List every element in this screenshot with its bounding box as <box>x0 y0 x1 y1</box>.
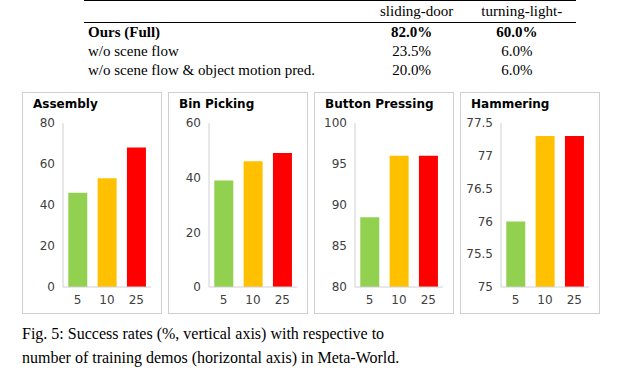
svg-text:75: 75 <box>478 280 493 294</box>
html-text:6.0%: 6.0% <box>501 62 533 78</box>
svg-text:85: 85 <box>332 239 347 253</box>
html-text:20.0%: 20.0% <box>392 62 431 78</box>
svg-text:76: 76 <box>478 215 493 229</box>
svg-text:76.5: 76.5 <box>466 182 493 196</box>
html-text:Ours (Full): Ours (Full) <box>88 24 161 40</box>
html-text:number of training demos (hori: number of training demos (horizontal axi… <box>22 349 400 366</box>
svg-text:25: 25 <box>275 293 290 307</box>
html-text:sliding-door: sliding-door <box>380 3 454 19</box>
svg-text:10: 10 <box>99 293 114 307</box>
html-text:Button Pressing: Button Pressing <box>325 97 434 111</box>
svg-text:90: 90 <box>332 198 347 212</box>
svg-text:77.5: 77.5 <box>466 116 493 130</box>
html-text:Hammering: Hammering <box>471 97 550 111</box>
html-text:82.0%: 82.0% <box>391 24 433 40</box>
svg-text:10: 10 <box>245 293 260 307</box>
svg-text:5: 5 <box>512 293 520 307</box>
svg-text:10: 10 <box>391 293 406 307</box>
svg-text:0: 0 <box>193 280 201 294</box>
svg-text:60: 60 <box>186 116 201 130</box>
svg-text:5: 5 <box>220 293 228 307</box>
svg-text:25: 25 <box>567 293 582 307</box>
svg-text:60: 60 <box>40 157 55 171</box>
html-text:23.5%: 23.5% <box>392 43 431 59</box>
svg-text:80: 80 <box>332 280 347 294</box>
svg-text:10: 10 <box>537 293 552 307</box>
svg-text:80: 80 <box>40 116 55 130</box>
svg-text:20: 20 <box>186 226 201 240</box>
svg-text:0: 0 <box>47 280 55 294</box>
svg-text:25: 25 <box>129 293 144 307</box>
svg-text:75.5: 75.5 <box>466 247 493 261</box>
svg-text:25: 25 <box>421 293 436 307</box>
svg-text:100: 100 <box>324 116 347 130</box>
svg-text:5: 5 <box>74 293 82 307</box>
html-text:Bin Picking: Bin Picking <box>179 97 255 111</box>
html-text:w/o scene flow: w/o scene flow <box>88 43 179 59</box>
svg-text:5: 5 <box>366 293 374 307</box>
html-text:Fig. 5: Success rates (%, vert: Fig. 5: Success rates (%, vertical axis)… <box>22 325 385 342</box>
html-text:w/o scene flow & object motion: w/o scene flow & object motion pred. <box>88 62 315 78</box>
html-text:Assembly: Assembly <box>33 97 98 111</box>
html-text:turning-light-: turning-light- <box>481 3 563 19</box>
html-text:6.0%: 6.0% <box>501 43 533 59</box>
svg-text:20: 20 <box>40 239 55 253</box>
svg-text:95: 95 <box>332 157 347 171</box>
svg-text:40: 40 <box>186 171 201 185</box>
html-text:60.0%: 60.0% <box>496 24 538 40</box>
svg-text:77: 77 <box>478 149 493 163</box>
svg-text:40: 40 <box>40 198 55 212</box>
